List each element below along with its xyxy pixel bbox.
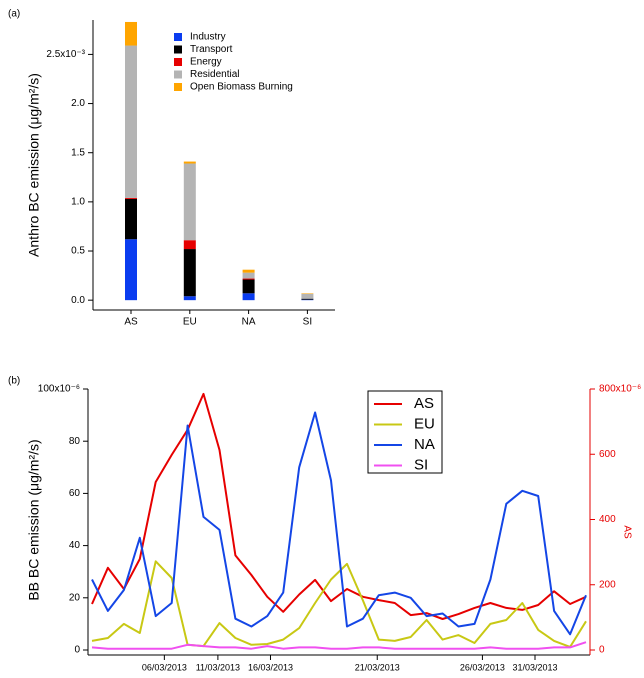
bar-segment bbox=[183, 249, 196, 297]
panel-label: (a) bbox=[8, 9, 20, 20]
bar-segment bbox=[183, 161, 196, 164]
y2-axis-title: AS bbox=[621, 525, 632, 539]
bar-segment bbox=[183, 163, 196, 241]
x-tick-label: 21/03/2013 bbox=[355, 662, 400, 672]
y-tick-label: 0 bbox=[74, 645, 80, 656]
y-tick-label: 80 bbox=[69, 436, 81, 447]
series-line bbox=[91, 392, 587, 620]
x-tick-label: 31/03/2013 bbox=[512, 662, 557, 672]
y2-tick-label: 200 bbox=[599, 579, 616, 590]
bar-segment bbox=[125, 21, 137, 46]
legend-label: Industry bbox=[190, 32, 226, 43]
bar-segment bbox=[242, 293, 255, 301]
y2-tick-label: 800x10⁻⁶ bbox=[599, 384, 641, 395]
x-tick-label: 11/03/2013 bbox=[196, 662, 240, 672]
bar-segment bbox=[242, 279, 255, 294]
legend-swatch bbox=[174, 83, 182, 91]
legend-swatch bbox=[174, 45, 182, 54]
y-tick-label: 60 bbox=[69, 488, 81, 499]
legend-label: SI bbox=[414, 456, 428, 473]
bar-segment bbox=[183, 240, 196, 250]
y-tick-label: 0.0 bbox=[71, 295, 85, 306]
legend-label: EU bbox=[414, 415, 435, 432]
y-tick-label: 1.5 bbox=[71, 147, 85, 158]
legend-swatch bbox=[174, 58, 182, 66]
panel-label: (b) bbox=[8, 376, 20, 387]
x-tick-label: 06/03/2013 bbox=[142, 662, 187, 672]
bar-segment bbox=[242, 278, 255, 280]
legend-label: Transport bbox=[190, 44, 233, 55]
x-tick-label: 16/03/2013 bbox=[248, 662, 293, 672]
bar-segment bbox=[242, 272, 255, 279]
y-tick-label: 20 bbox=[69, 592, 81, 603]
x-tick-label: NA bbox=[242, 317, 256, 328]
legend-label: Residential bbox=[190, 69, 239, 80]
bar-segment bbox=[301, 293, 314, 299]
x-tick-label: EU bbox=[183, 317, 197, 328]
bar-segment bbox=[125, 45, 137, 198]
series-line bbox=[91, 560, 587, 648]
series-line bbox=[91, 411, 587, 636]
series-line bbox=[91, 641, 587, 650]
legend-swatch bbox=[174, 33, 182, 41]
legend-label: NA bbox=[414, 436, 435, 453]
y-axis-title: Anthro BC emission (μg/m²/s) bbox=[26, 73, 42, 257]
bar-segment bbox=[125, 197, 137, 199]
y2-tick-label: 0 bbox=[599, 645, 605, 656]
y-tick-label: 2.0 bbox=[71, 98, 85, 109]
legend-label: AS bbox=[414, 395, 434, 412]
y-tick-label: 2.5x10⁻³ bbox=[46, 49, 85, 60]
bar-segment bbox=[183, 296, 196, 301]
x-tick-label: 26/03/2013 bbox=[460, 662, 505, 672]
bar-segment bbox=[301, 298, 314, 300]
y-axis-title: BB BC emission (μg/m²/s) bbox=[26, 439, 42, 600]
bar-segment bbox=[125, 239, 137, 301]
x-tick-label: SI bbox=[303, 317, 312, 328]
legend-label: Open Biomass Burning bbox=[190, 82, 293, 93]
y2-tick-label: 600 bbox=[599, 449, 616, 460]
legend-swatch bbox=[174, 70, 182, 79]
y-tick-label: 0.5 bbox=[71, 246, 85, 257]
bar-segment bbox=[242, 269, 255, 273]
y2-tick-label: 400 bbox=[599, 514, 616, 525]
legend-label: Energy bbox=[190, 57, 222, 68]
y-tick-label: 40 bbox=[69, 540, 81, 551]
y-tick-label: 1.0 bbox=[71, 197, 85, 208]
x-tick-label: AS bbox=[124, 317, 138, 328]
y-tick-label: 100x10⁻⁶ bbox=[38, 384, 80, 395]
bar-segment bbox=[125, 198, 137, 240]
